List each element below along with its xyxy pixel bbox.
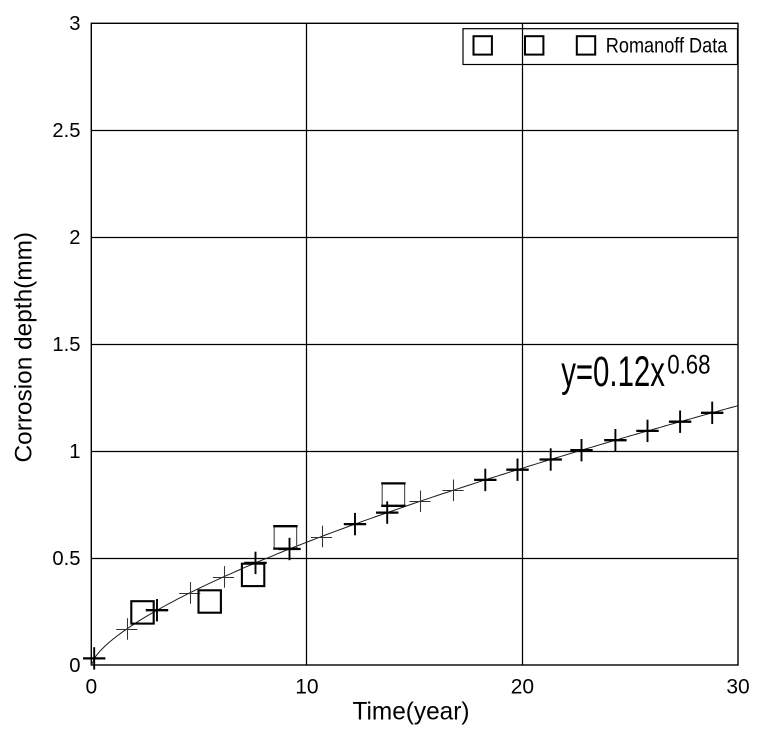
svg-text:3: 3 (69, 13, 80, 35)
svg-text:0: 0 (85, 676, 97, 699)
svg-text:Time(year): Time(year) (353, 697, 470, 725)
svg-text:Romanoff Data: Romanoff Data (606, 34, 728, 57)
svg-text:Corrosion depth(mm): Corrosion depth(mm) (11, 232, 38, 463)
svg-text:1.5: 1.5 (52, 334, 80, 356)
svg-text:20: 20 (511, 676, 534, 699)
svg-text:10: 10 (295, 676, 318, 699)
svg-text:y=0.12x: y=0.12x (561, 348, 665, 395)
svg-text:1: 1 (69, 441, 80, 463)
svg-text:0.5: 0.5 (52, 548, 80, 570)
svg-text:2.5: 2.5 (52, 120, 80, 142)
svg-text:2: 2 (69, 227, 80, 249)
svg-text:0.68: 0.68 (667, 348, 710, 379)
svg-text:0: 0 (69, 655, 80, 677)
svg-text:30: 30 (726, 676, 749, 699)
